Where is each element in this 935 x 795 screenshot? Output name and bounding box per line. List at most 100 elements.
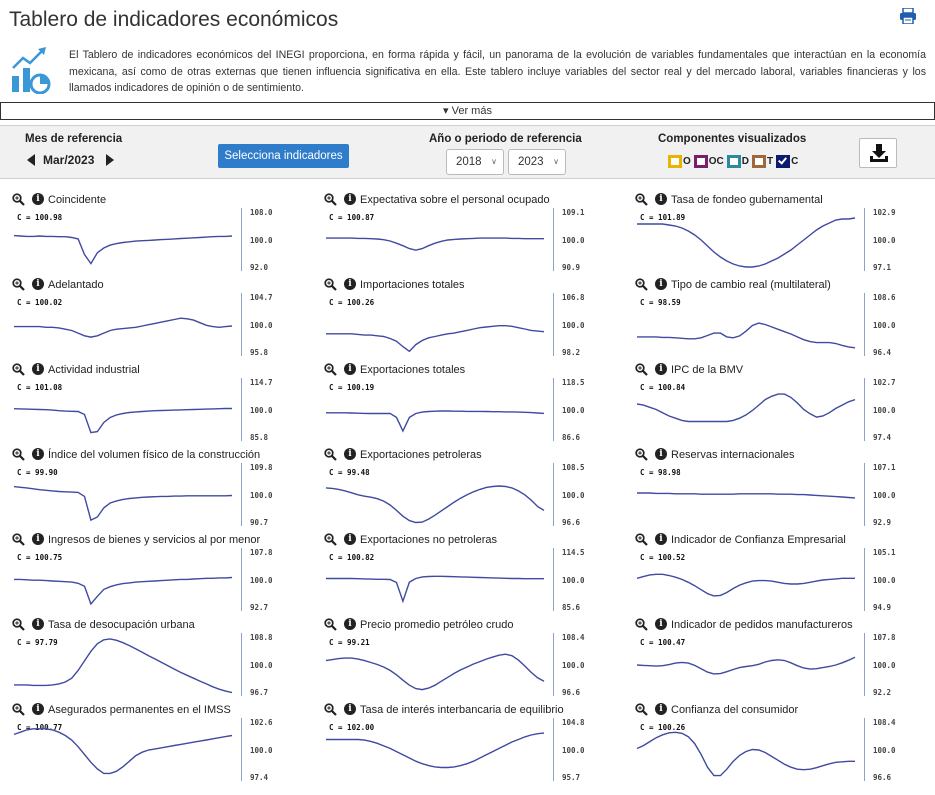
zoom-icon[interactable] [635,618,648,631]
info-icon[interactable]: i [32,363,44,375]
print-icon[interactable] [899,8,917,24]
zoom-icon[interactable] [12,278,25,291]
zoom-icon[interactable] [324,448,337,461]
indicator-title[interactable]: Exportaciones totales [360,364,466,376]
indicator-line-chart[interactable] [324,635,546,695]
zoom-icon[interactable] [324,618,337,631]
indicator-title[interactable]: Asegurados permanentes en el IMSS [48,704,231,716]
info-icon[interactable]: i [655,618,667,630]
indicator-title[interactable]: Confianza del consumidor [671,704,799,716]
indicator-line-chart[interactable] [12,210,234,270]
indicator-title[interactable]: Actividad industrial [48,364,140,376]
zoom-icon[interactable] [12,703,25,716]
info-icon[interactable]: i [655,703,667,715]
indicator-title[interactable]: Tasa de interés interbancaria de equilib… [360,704,564,716]
zoom-icon[interactable] [635,363,648,376]
info-icon[interactable]: i [344,363,356,375]
info-icon[interactable]: i [32,703,44,715]
indicator-title[interactable]: Indicador de pedidos manufactureros [671,619,853,631]
indicator-line-chart[interactable] [324,295,546,355]
info-icon[interactable]: i [655,278,667,290]
info-icon[interactable]: i [655,363,667,375]
indicator-line-chart[interactable] [12,380,234,440]
ver-mas-toggle[interactable]: ▾ Ver más [0,102,935,120]
zoom-icon[interactable] [635,703,648,716]
zoom-icon[interactable] [12,363,25,376]
zoom-icon[interactable] [324,533,337,546]
indicator-line-chart[interactable] [324,210,546,270]
info-icon[interactable]: i [32,193,44,205]
indicator-title[interactable]: Importaciones totales [360,279,465,291]
indicator-line-chart[interactable] [635,380,857,440]
info-icon[interactable]: i [344,533,356,545]
indicator-title[interactable]: IPC de la BMV [671,364,744,376]
indicator-line-chart[interactable] [324,550,546,610]
indicator-title[interactable]: Tasa de fondeo gubernamental [671,194,823,206]
indicator-line-chart[interactable] [12,465,234,525]
previous-month-arrow-icon[interactable] [27,154,35,166]
info-icon[interactable]: i [655,533,667,545]
zoom-icon[interactable] [12,618,25,631]
indicator-title[interactable]: Exportaciones petroleras [360,449,482,461]
component-checkbox[interactable] [726,154,741,168]
info-icon[interactable]: i [344,618,356,630]
info-icon[interactable]: i [32,618,44,630]
info-icon[interactable]: i [32,448,44,460]
indicator-line-chart[interactable] [12,720,234,780]
zoom-icon[interactable] [324,703,337,716]
info-icon[interactable]: i [32,533,44,545]
info-icon[interactable]: i [344,703,356,715]
selecciona-indicadores-button[interactable]: Selecciona indicadores [218,144,349,168]
indicator-title[interactable]: Reservas internacionales [671,449,795,461]
indicator-line-chart[interactable] [635,720,857,780]
indicator-title[interactable]: Coincidente [48,194,107,206]
next-month-arrow-icon[interactable] [106,154,114,166]
info-icon[interactable]: i [655,193,667,205]
anio-inicio-select[interactable]: 2018 ∨ [446,149,504,175]
indicator-title[interactable]: Índice del volumen físico de la construc… [48,449,261,461]
zoom-icon[interactable] [324,193,337,206]
indicator-line-chart[interactable] [635,210,857,270]
download-button[interactable] [859,138,897,168]
component-toggle-o[interactable]: O [668,154,691,168]
indicator-title[interactable]: Precio promedio petróleo crudo [360,619,514,631]
info-icon[interactable]: i [32,278,44,290]
info-icon[interactable]: i [344,278,356,290]
indicator-title[interactable]: Tasa de desocupación urbana [48,619,195,631]
zoom-icon[interactable] [635,533,648,546]
indicator-line-chart[interactable] [324,380,546,440]
component-checkbox[interactable] [752,154,767,168]
indicator-line-chart[interactable] [324,720,546,780]
indicator-line-chart[interactable] [324,465,546,525]
indicator-title[interactable]: Tipo de cambio real (multilateral) [671,279,831,291]
indicator-line-chart[interactable] [635,550,857,610]
zoom-icon[interactable] [324,363,337,376]
component-toggle-oc[interactable]: OC [693,154,724,168]
zoom-icon[interactable] [635,193,648,206]
indicator-title[interactable]: Expectativa sobre el personal ocupado [360,194,550,206]
indicator-title[interactable]: Ingresos de bienes y servicios al por me… [48,534,261,546]
indicator-title[interactable]: Adelantado [48,279,104,291]
component-checkbox[interactable] [776,154,791,168]
indicator-line-chart[interactable] [12,295,234,355]
zoom-icon[interactable] [12,448,25,461]
component-toggle-c[interactable]: C [776,154,798,168]
indicator-line-chart[interactable] [12,550,234,610]
indicator-line-chart[interactable] [635,295,857,355]
component-toggle-d[interactable]: D [726,154,749,168]
component-toggle-t[interactable]: T [752,154,773,168]
info-icon[interactable]: i [344,193,356,205]
info-icon[interactable]: i [655,448,667,460]
component-checkbox[interactable] [668,154,682,168]
indicator-title[interactable]: Indicador de Confianza Empresarial [671,534,846,546]
component-checkbox[interactable] [693,154,708,168]
zoom-icon[interactable] [12,533,25,546]
indicator-line-chart[interactable] [635,635,857,695]
info-icon[interactable]: i [344,448,356,460]
anio-fin-select[interactable]: 2023 ∨ [508,149,566,175]
zoom-icon[interactable] [324,278,337,291]
zoom-icon[interactable] [635,448,648,461]
zoom-icon[interactable] [635,278,648,291]
zoom-icon[interactable] [12,193,25,206]
indicator-line-chart[interactable] [12,635,234,695]
